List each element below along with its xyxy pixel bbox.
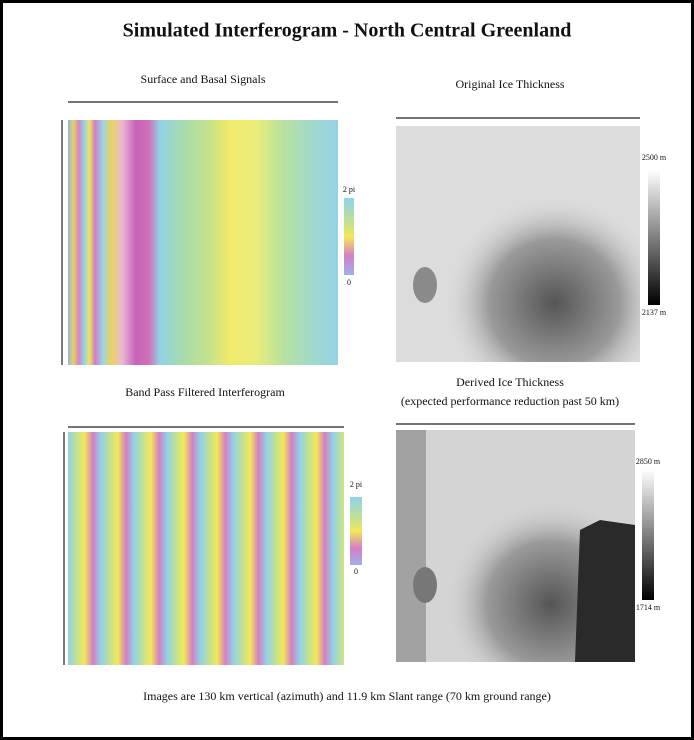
colorbar-top-label: 2 pi bbox=[343, 185, 356, 194]
panel-subtitle: (expected performance reduction past 50 … bbox=[401, 394, 619, 408]
colorbar-top-label: 2 pi bbox=[350, 480, 363, 489]
interferogram-image bbox=[68, 120, 338, 365]
thickness-feature bbox=[413, 267, 437, 303]
filtered-interferogram-image bbox=[68, 432, 344, 665]
colorbar bbox=[344, 198, 354, 275]
figure: Simulated Interferogram - North Central … bbox=[0, 0, 694, 740]
panel-title: Derived Ice Thickness bbox=[456, 375, 564, 389]
colorbar-top-label: 2850 m bbox=[636, 457, 661, 466]
colorbar bbox=[350, 497, 362, 565]
caption: Images are 130 km vertical (azimuth) and… bbox=[143, 689, 551, 703]
panel-title: Original Ice Thickness bbox=[455, 77, 564, 91]
panel-title: Band Pass Filtered Interferogram bbox=[125, 385, 285, 399]
panel-title: Surface and Basal Signals bbox=[141, 72, 266, 86]
derived-thickness-dark-region bbox=[575, 520, 635, 662]
colorbar bbox=[648, 170, 660, 305]
colorbar-bottom-label: 0 bbox=[354, 567, 358, 576]
colorbar bbox=[642, 470, 654, 600]
derived-thickness-edge bbox=[396, 430, 426, 662]
colorbar-bottom-label: 2137 m bbox=[642, 308, 667, 317]
thickness-shading bbox=[396, 126, 640, 362]
colorbar-bottom-label: 0 bbox=[347, 278, 351, 287]
title: Simulated Interferogram - North Central … bbox=[123, 20, 572, 42]
colorbar-top-label: 2500 m bbox=[642, 153, 667, 162]
thickness-feature bbox=[413, 567, 437, 603]
colorbar-bottom-label: 1714 m bbox=[636, 603, 661, 612]
